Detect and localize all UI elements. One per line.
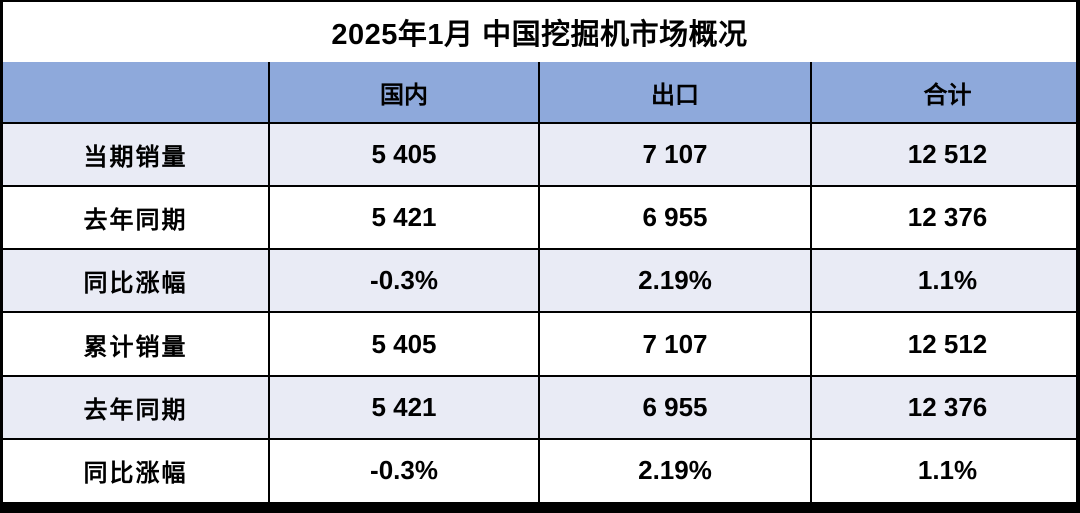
row-label: 同比涨幅 — [3, 437, 270, 502]
cell-export: 7 107 — [538, 311, 812, 377]
cell-export: 2.19% — [538, 248, 812, 314]
cell-total: 12 512 — [810, 121, 1076, 188]
cell-export: 6 955 — [538, 185, 812, 251]
table-row: 去年同期 5 421 6 955 12 376 — [3, 185, 1076, 251]
header-cell-blank — [3, 62, 270, 124]
cell-domestic: 5 405 — [268, 311, 540, 377]
cell-total: 12 376 — [810, 185, 1076, 251]
table-title: 2025年1月 中国挖掘机市场概况 — [3, 2, 1076, 62]
table-row: 同比涨幅 -0.3% 2.19% 1.1% — [3, 437, 1076, 502]
table-row: 当期销量 5 405 7 107 12 512 — [3, 121, 1076, 188]
table-row: 去年同期 5 421 6 955 12 376 — [3, 374, 1076, 440]
header-cell-export: 出口 — [538, 62, 812, 124]
header-cell-domestic: 国内 — [268, 62, 540, 124]
table-row: 累计销量 5 405 7 107 12 512 — [3, 311, 1076, 377]
cell-domestic: -0.3% — [268, 248, 540, 314]
table-row: 同比涨幅 -0.3% 2.19% 1.1% — [3, 248, 1076, 314]
market-overview-table: 国内 出口 合计 当期销量 5 405 7 107 12 512 去年同期 5 … — [3, 62, 1076, 502]
row-label: 同比涨幅 — [3, 248, 270, 314]
cell-domestic: 5 421 — [268, 374, 540, 440]
cell-total: 1.1% — [810, 437, 1076, 502]
cell-domestic: -0.3% — [268, 437, 540, 502]
row-label: 累计销量 — [3, 311, 270, 377]
cell-export: 2.19% — [538, 437, 812, 502]
cell-total: 12 376 — [810, 374, 1076, 440]
row-label: 当期销量 — [3, 121, 270, 188]
row-label: 去年同期 — [3, 374, 270, 440]
cell-export: 6 955 — [538, 374, 812, 440]
header-cell-total: 合计 — [810, 62, 1076, 124]
cell-total: 12 512 — [810, 311, 1076, 377]
header-row: 国内 出口 合计 — [3, 62, 1076, 124]
cell-export: 7 107 — [538, 121, 812, 188]
cell-total: 1.1% — [810, 248, 1076, 314]
cell-domestic: 5 421 — [268, 185, 540, 251]
row-label: 去年同期 — [3, 185, 270, 251]
cell-domestic: 5 405 — [268, 121, 540, 188]
